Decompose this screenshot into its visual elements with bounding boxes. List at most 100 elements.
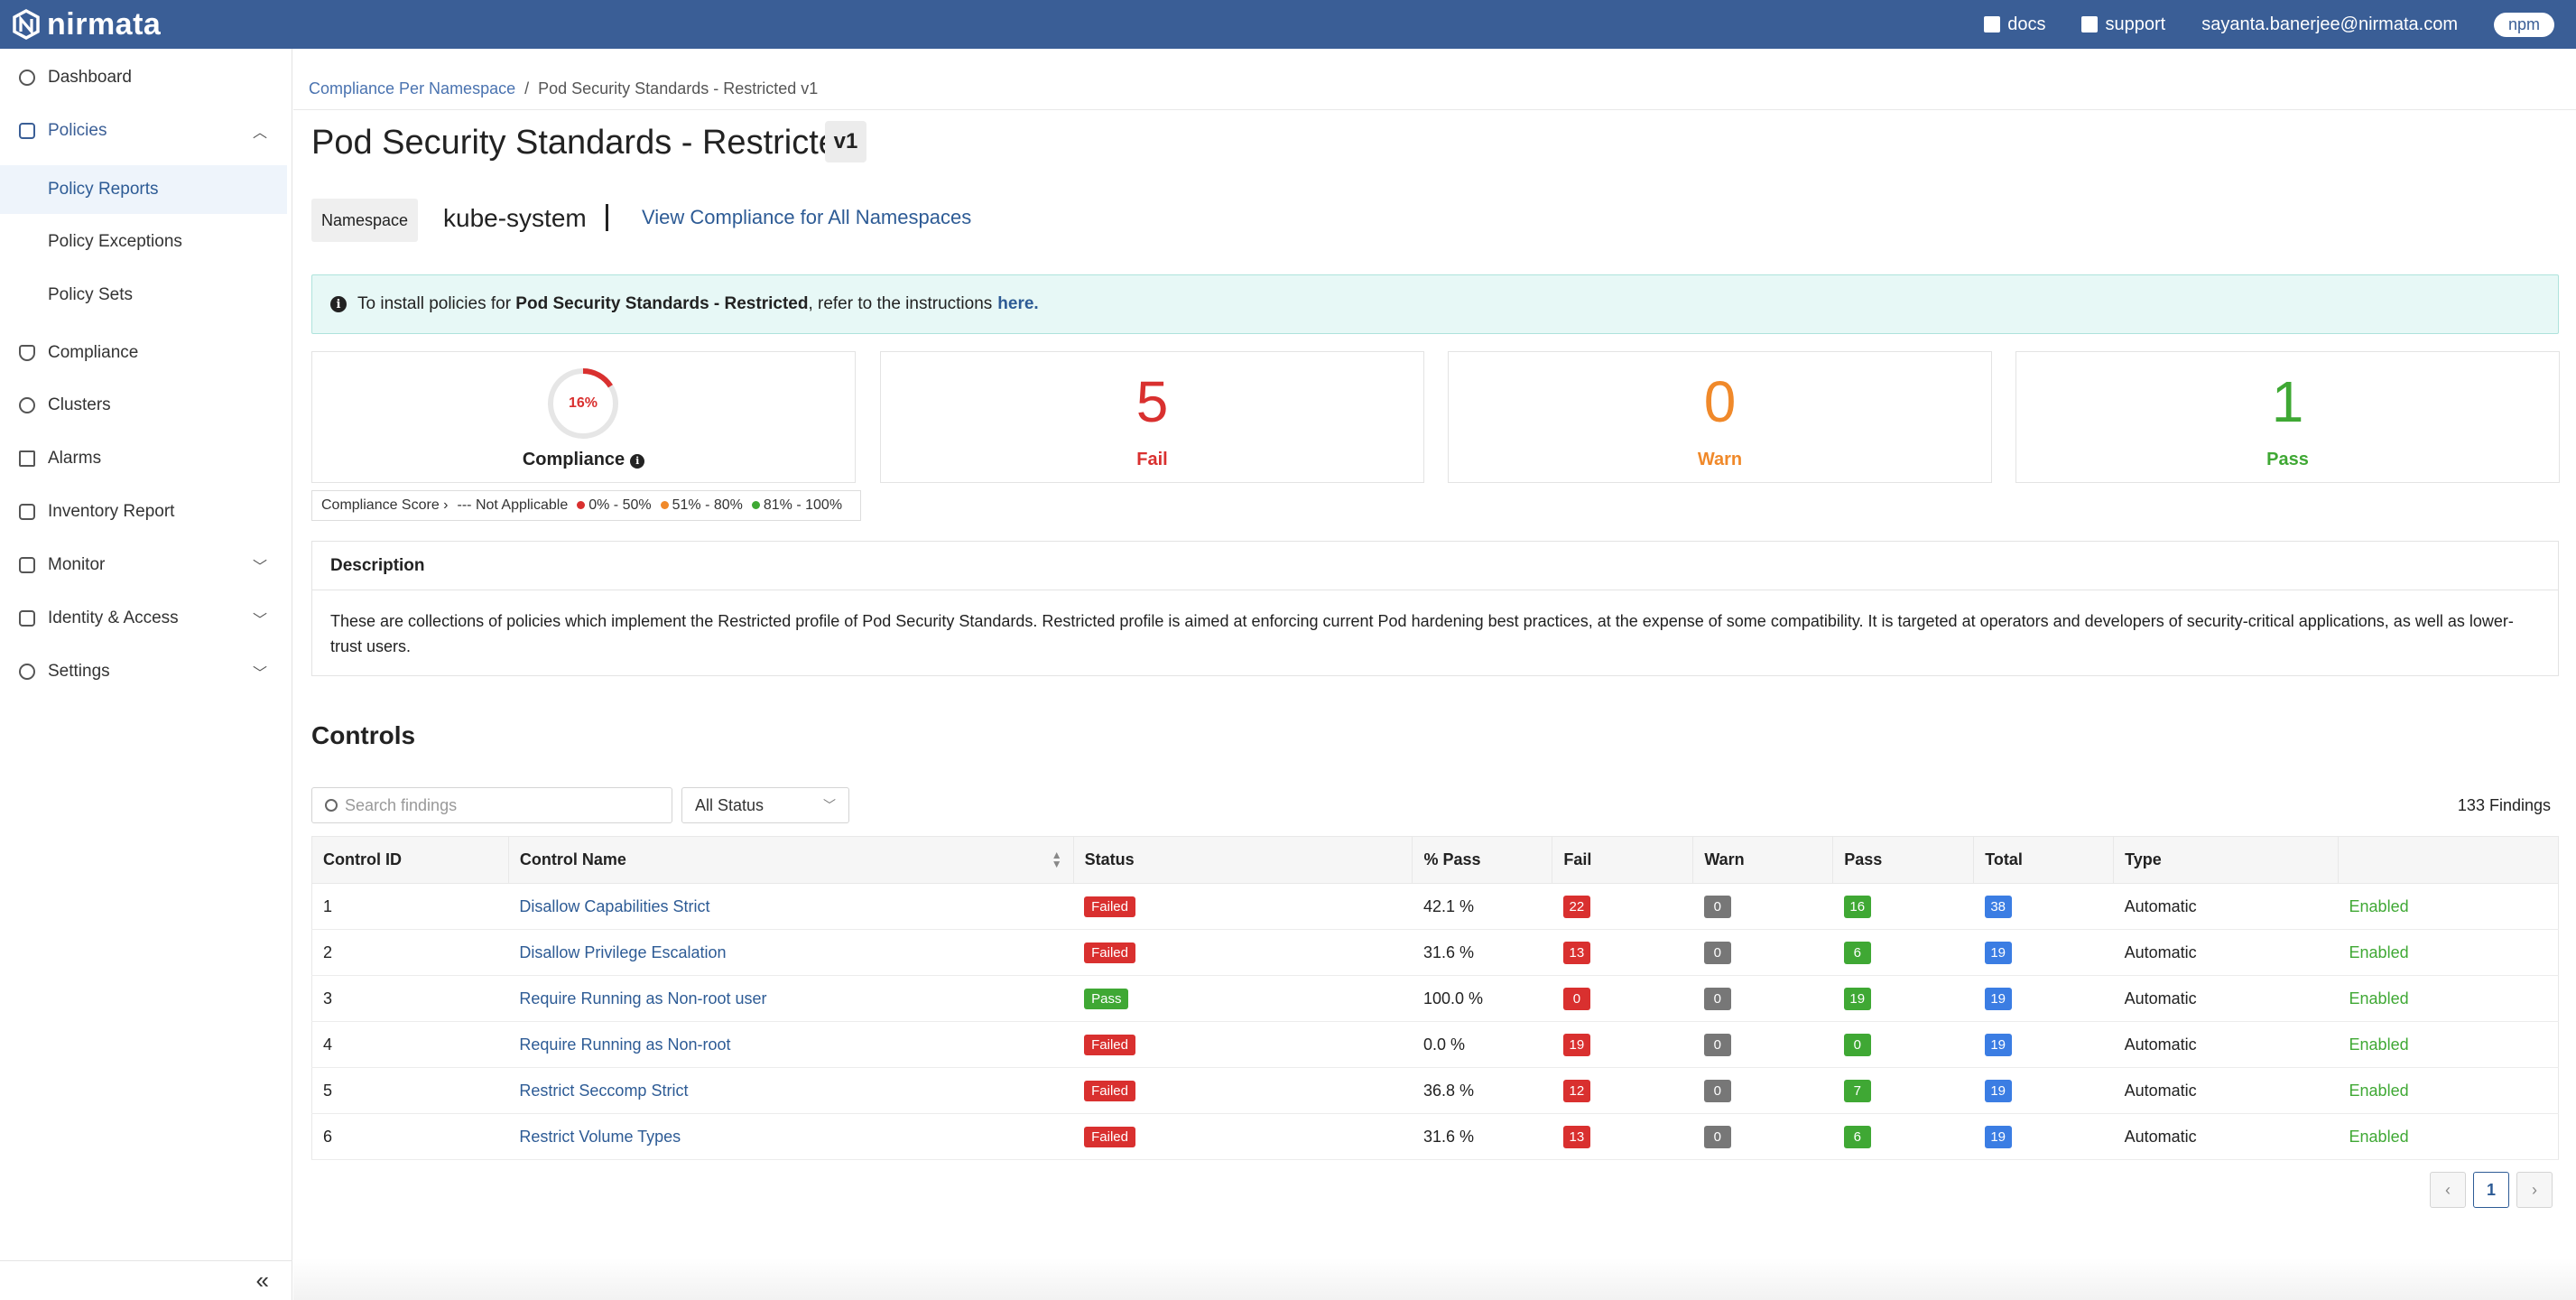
install-instructions-link[interactable]: here. [997, 294, 1039, 313]
sidebar-item-monitor[interactable]: Monitor ﹀ [0, 542, 287, 589]
col-status[interactable]: Status [1072, 836, 1413, 884]
legend-low-text: 0% - 50% [588, 497, 652, 513]
sidebar-item-inventory-report[interactable]: Inventory Report [0, 488, 287, 535]
compliance-label-text: Compliance [522, 450, 625, 469]
col-type[interactable]: Type [2113, 836, 2340, 884]
legend-high-text: 81% - 100% [763, 497, 843, 513]
fail-badge: 0 [1562, 987, 1590, 1010]
sidebar-subitem-policy-exceptions[interactable]: Policy Exceptions [48, 232, 182, 251]
status-badge: Failed [1084, 1080, 1135, 1101]
col-control-id[interactable]: Control ID [311, 836, 509, 884]
control-name-link[interactable]: Require Running as Non-root user [519, 989, 767, 1008]
pass-badge: 7 [1843, 1079, 1871, 1102]
search-findings-input[interactable]: Search findings [311, 787, 672, 823]
control-name-link[interactable]: Restrict Volume Types [519, 1127, 681, 1146]
fail-card: 5 Fail [880, 351, 1424, 483]
control-name-link[interactable]: Disallow Privilege Escalation [519, 942, 727, 961]
monitor-icon [19, 557, 35, 573]
phone-icon [2081, 16, 2099, 32]
pagination: ‹ 1 › [2430, 1172, 2553, 1208]
pass-badge: 0 [1843, 1033, 1871, 1056]
legend-not-applicable: --- Not Applicable [457, 497, 569, 513]
sort-icon[interactable]: ▲ ▼ [1051, 849, 1062, 870]
legend-mid: 51% - 80% [660, 497, 743, 514]
control-type: Automatic [2113, 1113, 2339, 1160]
pass-count: 1 [2271, 369, 2304, 434]
col-total[interactable]: Total [1973, 836, 2115, 884]
warn-badge: 0 [1703, 1125, 1731, 1148]
col-warn[interactable]: Warn [1692, 836, 1834, 884]
brand-name: nirmata [47, 6, 162, 42]
sidebar-subitem-policy-reports[interactable]: Policy Reports [0, 165, 287, 214]
sidebar-subitem-policy-sets[interactable]: Policy Sets [48, 285, 133, 304]
enabled-status: Enabled [2349, 942, 2409, 961]
sidebar-item-clusters[interactable]: Clusters [0, 382, 287, 429]
book-icon [1984, 16, 2001, 32]
total-badge: 19 [1984, 987, 2012, 1010]
legend-high: 81% - 100% [751, 497, 843, 514]
sidebar-item-label: Clusters [48, 395, 111, 414]
collapse-sidebar-button[interactable]: « [0, 1260, 292, 1300]
next-page-button[interactable]: › [2516, 1172, 2553, 1208]
sidebar-item-policies[interactable]: Policies ︿ [0, 107, 287, 154]
warn-badge: 0 [1703, 895, 1731, 918]
sidebar-item-compliance[interactable]: Compliance [0, 330, 287, 376]
controls-table: Control ID Control Name ▲ ▼ Status % Pass … [311, 836, 2559, 1160]
prev-page-button[interactable]: ‹ [2430, 1172, 2466, 1208]
id-card-icon [19, 610, 35, 627]
footer-shadow [293, 1258, 2576, 1300]
pct-pass: 100.0 % [1412, 975, 1552, 1022]
warn-label: Warn [1697, 450, 1743, 469]
sidebar-item-alarms[interactable]: Alarms [0, 435, 287, 482]
support-link[interactable]: support [2081, 14, 2165, 35]
top-navbar: nirmata docs support sayanta.banerjee@ni… [0, 0, 2576, 49]
brand-logo[interactable]: nirmata [11, 7, 161, 42]
control-id: 4 [311, 1021, 509, 1068]
view-all-namespaces-link[interactable]: View Compliance for All Namespaces [642, 206, 972, 228]
info-icon[interactable]: i [630, 453, 645, 469]
status-badge: Failed [1084, 1126, 1135, 1147]
control-name-link[interactable]: Require Running as Non-root [519, 1035, 731, 1054]
sidebar-item-label: Identity & Access [48, 608, 179, 627]
pct-pass: 42.1 % [1412, 883, 1552, 930]
col-control-name[interactable]: Control Name ▲ ▼ [507, 836, 1074, 884]
breadcrumb-parent-link[interactable]: Compliance Per Namespace [309, 79, 516, 98]
control-id: 6 [311, 1113, 509, 1160]
shield-icon [19, 345, 35, 361]
gauge-icon [19, 70, 35, 86]
status-filter-select[interactable]: All Status ﹀ [681, 787, 849, 823]
col-pct-pass[interactable]: % Pass [1412, 836, 1553, 884]
sidebar-item-settings[interactable]: Settings ﹀ [0, 648, 287, 695]
org-selector[interactable]: npm [2493, 12, 2554, 37]
description-heading: Description [312, 542, 2558, 590]
control-name-link[interactable]: Disallow Capabilities Strict [519, 896, 710, 915]
compliance-donut [548, 368, 618, 439]
fail-badge: 13 [1562, 1125, 1590, 1148]
sidebar-item-label: Settings [48, 662, 110, 681]
nirmata-logo-icon [13, 9, 40, 40]
chevron-down-icon: ﹀ [252, 613, 267, 628]
user-menu[interactable]: sayanta.banerjee@nirmata.com [2201, 14, 2458, 34]
col-fail[interactable]: Fail [1552, 836, 1694, 884]
page-title: Pod Security Standards - Restricted [311, 124, 857, 162]
docs-link[interactable]: docs [1984, 14, 2045, 35]
warn-badge: 0 [1703, 987, 1731, 1010]
sidebar-item-dashboard[interactable]: Dashboard [0, 54, 287, 101]
col-pass[interactable]: Pass [1832, 836, 1975, 884]
status-badge: Failed [1084, 1034, 1135, 1055]
sidebar-item-label: Alarms [48, 449, 102, 468]
control-type: Automatic [2113, 1067, 2339, 1114]
divider [293, 109, 2576, 110]
compliance-percent: 16% [568, 395, 598, 411]
support-label: support [2105, 14, 2166, 34]
table-header-row: Control ID Control Name ▲ ▼ Status % Pass … [311, 836, 2559, 884]
chevron-up-icon: ︿ [252, 125, 267, 141]
control-name-link[interactable]: Restrict Seccomp Strict [519, 1081, 689, 1100]
sidebar-item-identity-access[interactable]: Identity & Access ﹀ [0, 595, 287, 642]
enabled-status: Enabled [2349, 1035, 2409, 1054]
page-1-button[interactable]: 1 [2473, 1172, 2509, 1208]
pct-pass: 36.8 % [1412, 1067, 1552, 1114]
total-badge: 19 [1984, 1079, 2012, 1102]
gear-icon [19, 664, 35, 680]
info-icon: i [330, 296, 347, 312]
